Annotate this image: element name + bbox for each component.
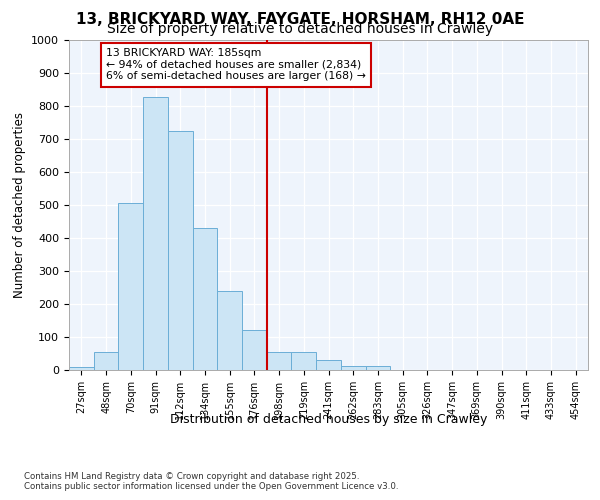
- Text: 13, BRICKYARD WAY, FAYGATE, HORSHAM, RH12 0AE: 13, BRICKYARD WAY, FAYGATE, HORSHAM, RH1…: [76, 12, 524, 28]
- Text: 13 BRICKYARD WAY: 185sqm
← 94% of detached houses are smaller (2,834)
6% of semi: 13 BRICKYARD WAY: 185sqm ← 94% of detach…: [106, 48, 366, 82]
- Text: Contains HM Land Registry data © Crown copyright and database right 2025.: Contains HM Land Registry data © Crown c…: [24, 472, 359, 481]
- Bar: [143, 97, 168, 370]
- Bar: [292, 352, 316, 370]
- Bar: [94, 352, 118, 370]
- Bar: [341, 366, 365, 370]
- Bar: [217, 292, 242, 370]
- Bar: [118, 204, 143, 370]
- Text: Contains public sector information licensed under the Open Government Licence v3: Contains public sector information licen…: [24, 482, 398, 491]
- Bar: [168, 130, 193, 370]
- Bar: [316, 360, 341, 370]
- Text: Size of property relative to detached houses in Crawley: Size of property relative to detached ho…: [107, 22, 493, 36]
- Bar: [365, 366, 390, 370]
- Bar: [267, 352, 292, 370]
- Bar: [242, 330, 267, 370]
- Text: Distribution of detached houses by size in Crawley: Distribution of detached houses by size …: [170, 412, 487, 426]
- Bar: [193, 228, 217, 370]
- Bar: [69, 366, 94, 370]
- Y-axis label: Number of detached properties: Number of detached properties: [13, 112, 26, 298]
